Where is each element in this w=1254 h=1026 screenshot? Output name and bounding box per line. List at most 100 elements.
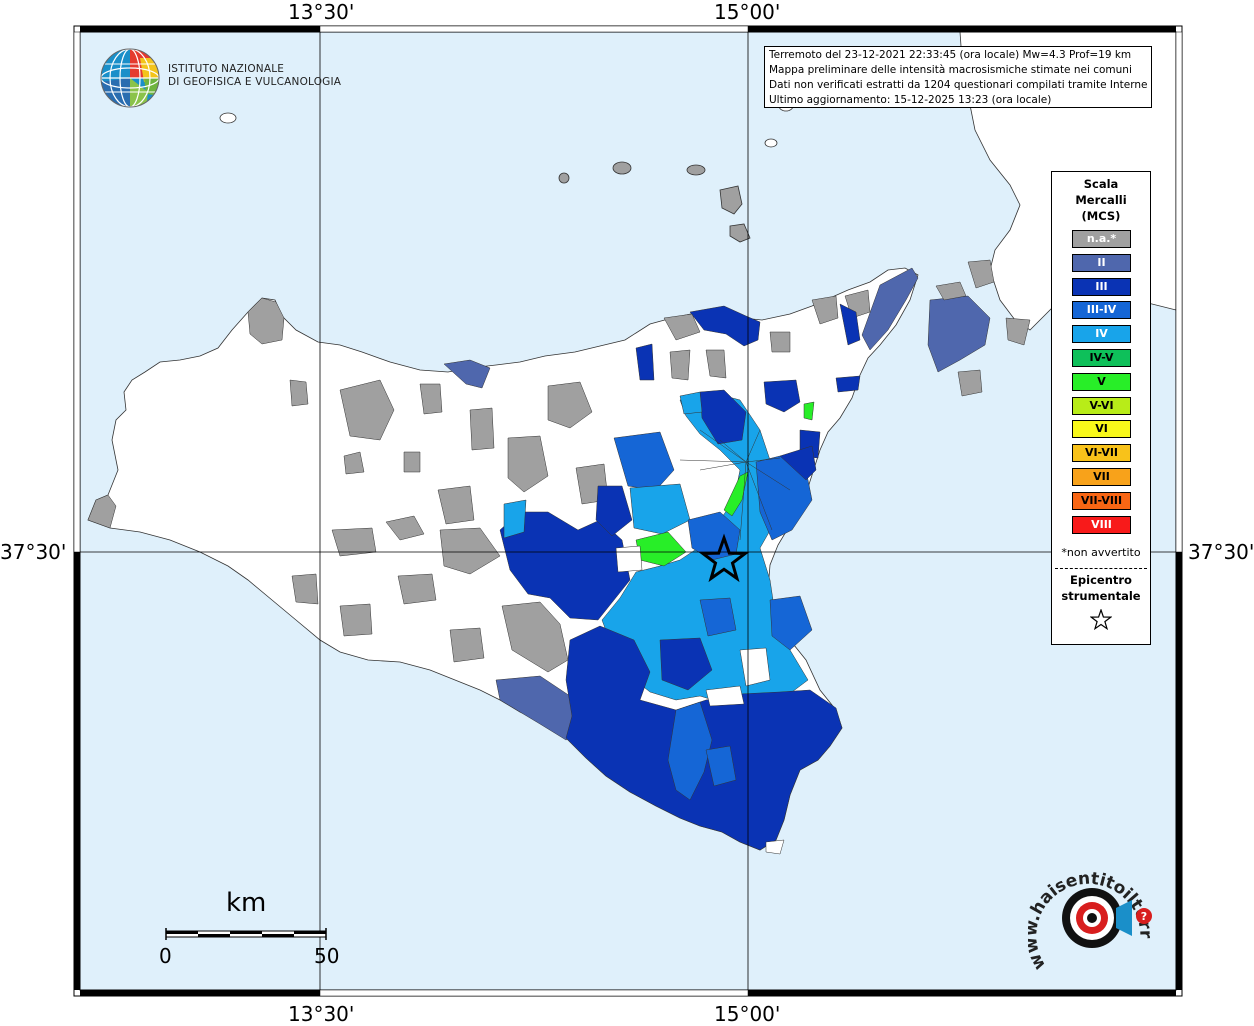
comune-iv <box>503 499 527 539</box>
comune-na <box>289 379 309 407</box>
scale-start-label: 0 <box>159 944 172 968</box>
comune-iii <box>499 511 631 621</box>
scale-end-label: 50 <box>314 944 340 968</box>
comune-na <box>669 349 691 381</box>
ingv-globe-icon <box>100 48 160 108</box>
legend-entry: III <box>1072 277 1131 296</box>
comune-na <box>87 494 117 529</box>
comune-na <box>339 379 395 441</box>
comune-iii <box>763 379 801 413</box>
legend-entry: VII <box>1072 468 1131 486</box>
comune-iii <box>635 343 655 381</box>
legend-note: *non avvertito <box>1061 546 1141 559</box>
megaphone-icon <box>1116 900 1132 936</box>
legend-entry: VIII <box>1072 515 1131 534</box>
comune-na <box>291 573 319 605</box>
comune-na <box>385 515 425 541</box>
lon-label-top-2: 15°00' <box>714 0 781 24</box>
lon-label-bottom-2: 15°00' <box>714 1002 781 1026</box>
alicudi-island <box>558 172 570 184</box>
event-info-box: Terremoto del 23-12-2021 22:33:45 (ora l… <box>764 46 1152 108</box>
legend-title: Scala Mercalli (MCS) <box>1052 176 1150 224</box>
comune-iii <box>835 375 861 393</box>
comune-na <box>343 451 365 475</box>
comune-iii-iv <box>705 745 737 787</box>
scale-bar <box>165 928 327 940</box>
legend-title-line: (MCS) <box>1081 209 1121 223</box>
comune-na <box>547 381 593 429</box>
comune-na <box>449 627 485 663</box>
legend-epicenter-line: Epicentro <box>1070 573 1132 587</box>
comune-na <box>705 349 727 379</box>
comune-calabria-na <box>957 369 983 397</box>
epicenter-star <box>698 533 750 583</box>
event-info-line: Ultimo aggiornamento: 15-12-2025 13:23 (… <box>769 94 1052 106</box>
ingv-logo-text: ISTITUTO NAZIONALE DI GEOFISICA E VULCAN… <box>168 63 341 89</box>
comune-calabria-na <box>935 281 967 301</box>
panarea-island <box>764 138 778 148</box>
comune-ii <box>443 359 491 389</box>
event-info-line: Terremoto del 23-12-2021 22:33:45 (ora l… <box>769 49 1132 61</box>
comune-iii <box>689 305 761 347</box>
mcs-legend: Scala Mercalli (MCS) n.a.* II III III-IV IV I… <box>1051 171 1151 645</box>
ingv-name-line2: DI GEOFISICA E VULCANOLOGIA <box>168 76 342 88</box>
comune-no-data <box>615 545 643 573</box>
comune-calabria-ii <box>927 295 991 373</box>
comune-na <box>769 331 791 353</box>
legend-entry: VI-VII <box>1072 444 1131 463</box>
legend-epicenter-label: Epicentro strumentale <box>1052 572 1150 604</box>
comune-iii-iv <box>667 701 713 801</box>
legend-entry: IV-V <box>1072 349 1131 367</box>
filicudi-island <box>612 161 632 175</box>
comune-na <box>437 485 475 525</box>
legend-entry: n.a.* <box>1072 230 1131 248</box>
legend-entry: VII-VIII <box>1072 491 1131 510</box>
comune-iv <box>679 391 703 415</box>
comune-iii <box>595 485 633 537</box>
legend-epicenter-line: strumentale <box>1061 589 1141 603</box>
comune-na <box>507 435 549 493</box>
lon-label-top-1: 13°30' <box>288 0 355 24</box>
comune-na <box>397 573 437 605</box>
legend-entry: V <box>1072 372 1131 391</box>
lat-label-right: 37°30' <box>1188 540 1254 564</box>
comune-calabria-na <box>967 259 995 289</box>
comune-na <box>403 451 421 473</box>
legend-entry: VI <box>1072 420 1131 439</box>
event-info-line: Dati non verificati estratti da 1204 que… <box>769 79 1147 91</box>
comune-messina-ii <box>861 267 919 351</box>
comune-no-data <box>739 647 771 687</box>
salina-island <box>686 164 706 176</box>
ustica-island <box>219 112 237 124</box>
legend-title-line: Scala <box>1083 177 1119 191</box>
graticule-border <box>73 25 1183 997</box>
legend-separator <box>1055 568 1147 569</box>
legend-entry: III-IV <box>1072 301 1131 320</box>
comune-v <box>803 401 815 421</box>
comune-iii-iv <box>699 597 737 637</box>
comune-calabria-na <box>1005 317 1031 346</box>
lat-label-left: 37°30' <box>0 540 67 564</box>
comune-iii <box>699 389 747 445</box>
legend-star-icon <box>1090 609 1112 631</box>
scale-unit-label: km <box>226 888 267 918</box>
legend-entry: II <box>1072 253 1131 272</box>
svg-text:?: ? <box>1141 910 1147 923</box>
comune-no-data <box>765 839 785 855</box>
comune-iv <box>629 483 691 535</box>
comune-iii <box>839 303 861 346</box>
comune-na <box>439 527 501 575</box>
comune-iii-iv <box>769 595 813 651</box>
comune-no-data <box>705 685 745 707</box>
legend-title-line: Mercalli <box>1075 193 1127 207</box>
comune-na <box>811 295 839 325</box>
comune-v <box>723 471 749 517</box>
comune-iii <box>659 637 713 691</box>
comune-na <box>663 313 701 341</box>
legend-entry: V-VI <box>1072 396 1131 415</box>
comune-na <box>419 383 443 415</box>
event-info-line: Mappa preliminare delle intensità macros… <box>769 64 1132 76</box>
lipari-island <box>719 185 743 215</box>
comune-iii-iv <box>613 431 675 491</box>
